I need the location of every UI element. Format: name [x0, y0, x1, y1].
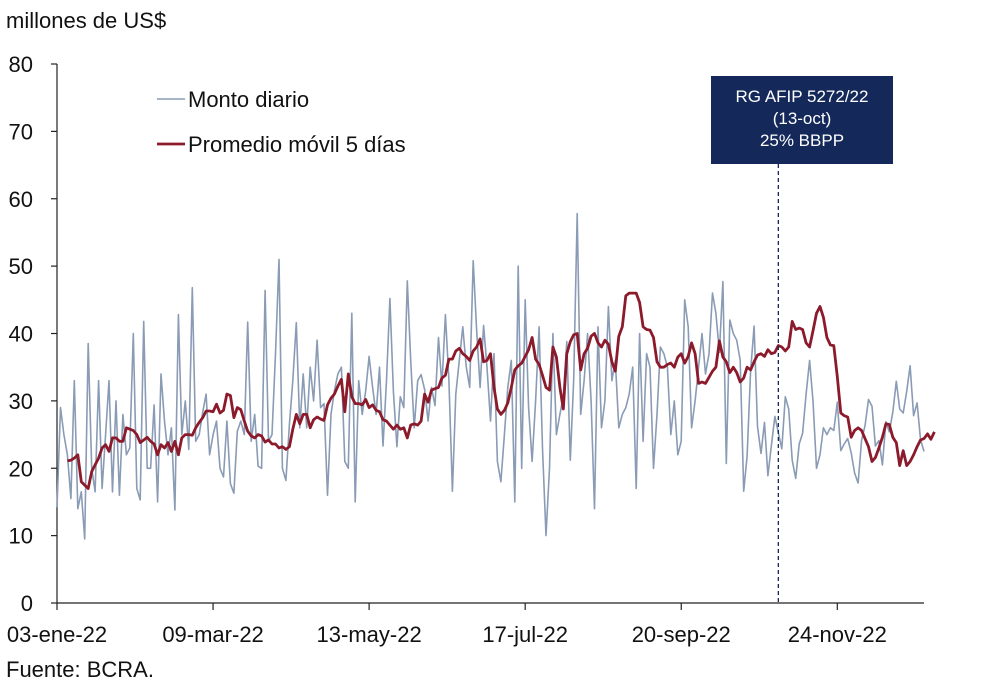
- series-line-2: [67, 291, 936, 490]
- annotation-line-1: RG AFIP 5272/22: [735, 87, 869, 106]
- annotation-box: RG AFIP 5272/22 (13-oct) 25% BBPP: [711, 76, 893, 164]
- annotation-line-3: 25% BBPP: [759, 131, 845, 150]
- series-line-1: [56, 212, 925, 540]
- x-tick-label: 09-mar-22: [162, 622, 263, 647]
- y-tick-label: 70: [9, 119, 33, 144]
- x-tick-label: 03-ene-22: [7, 622, 107, 647]
- y-tick-label: 60: [9, 187, 33, 212]
- y-tick-label: 10: [9, 524, 33, 549]
- y-tick-label: 40: [9, 322, 33, 347]
- source-note: Fuente: BCRA.: [6, 657, 154, 682]
- legend-label-2: Promedio móvil 5 días: [188, 132, 406, 157]
- y-tick-label: 30: [9, 389, 33, 414]
- x-tick-label: 20-sep-22: [632, 622, 731, 647]
- y-tick-label: 50: [9, 254, 33, 279]
- x-tick-label: 13-may-22: [317, 622, 422, 647]
- x-tick-label: 24-nov-22: [788, 622, 887, 647]
- legend-label-1: Monto diario: [188, 87, 309, 112]
- y-tick-label: 0: [21, 591, 33, 616]
- annotation-line-2: (13-oct): [772, 109, 832, 128]
- y-tick-label: 20: [9, 456, 33, 481]
- x-tick-label: 17-jul-22: [482, 622, 568, 647]
- y-tick-label: 80: [9, 52, 33, 77]
- y-axis-unit-label: millones de US$: [6, 8, 167, 33]
